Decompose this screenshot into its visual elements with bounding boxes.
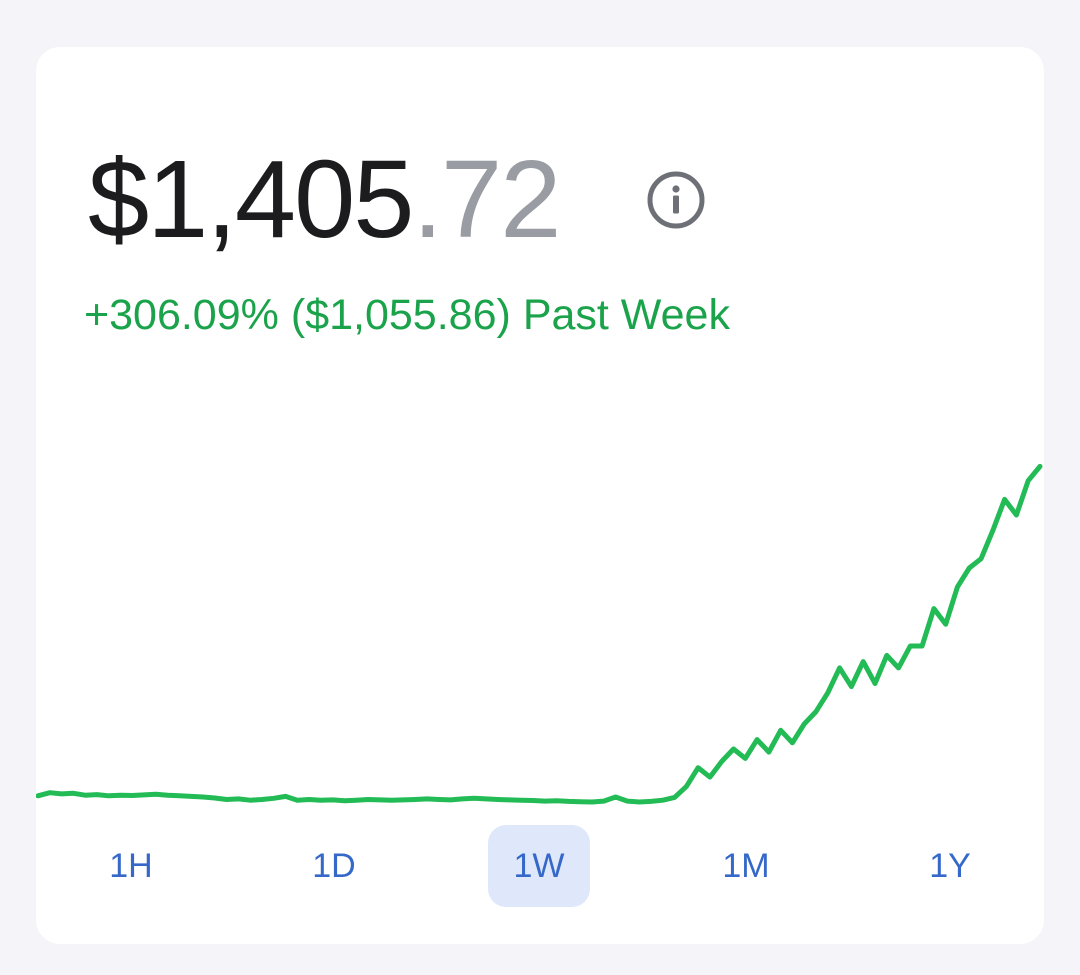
change-summary: +306.09% ($1,055.86) Past Week <box>84 291 730 340</box>
range-button-1y[interactable]: 1Y <box>899 825 1001 907</box>
range-label: 1M <box>722 846 770 885</box>
range-button-1d[interactable]: 1D <box>283 825 385 907</box>
range-label: 1W <box>513 846 565 885</box>
range-button-1w[interactable]: 1W <box>488 825 590 907</box>
time-range-selector: 1H 1D 1W 1M 1Y <box>36 823 1044 909</box>
range-label: 1D <box>312 846 356 885</box>
price-whole: $1,405 <box>88 138 414 261</box>
info-icon[interactable] <box>646 170 706 230</box>
change-period: Past Week <box>522 291 730 339</box>
change-amount: ($1,055.86) <box>290 291 511 339</box>
price-cents: .72 <box>412 138 561 261</box>
portfolio-card: $1,405 .72 +306.09% ($1,055.86) Past Wee… <box>36 47 1044 944</box>
change-percent: +306.09% <box>84 291 279 339</box>
range-label: 1H <box>109 846 153 885</box>
price-line <box>38 466 1040 802</box>
range-button-1h[interactable]: 1H <box>80 825 182 907</box>
range-label: 1Y <box>929 846 971 885</box>
range-button-1m[interactable]: 1M <box>695 825 797 907</box>
portfolio-value: $1,405 .72 <box>88 138 561 261</box>
price-chart[interactable] <box>36 417 1044 837</box>
